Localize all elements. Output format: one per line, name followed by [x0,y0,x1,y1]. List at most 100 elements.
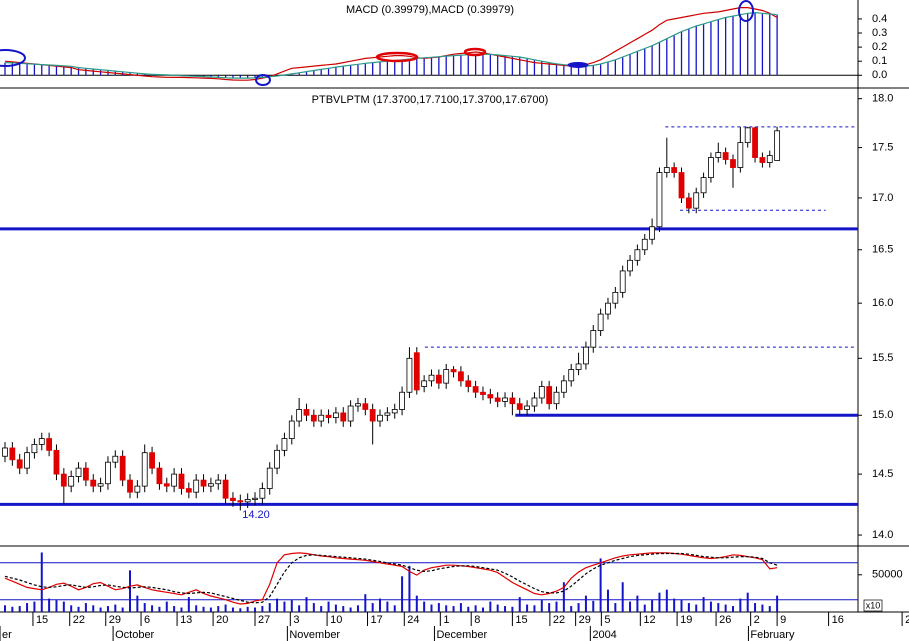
y-tick-label: 15.0 [872,409,893,421]
x-tick-label: 17 [371,614,383,626]
candle-body [435,374,442,384]
candle-body [406,357,413,393]
y-tick-label: 0.3 [872,27,887,39]
y-tick-label: 16.0 [872,297,893,309]
y-tick-label: 0.1 [872,55,887,67]
candle-body [494,397,501,402]
indicator-line [4,7,778,81]
x-tick-label: 8 [474,614,480,626]
volume-multiplier: x10 [866,600,881,610]
candle-body [178,473,185,489]
candle-body [531,397,538,407]
candle-body [237,500,244,503]
highlight-ellipse [738,0,754,22]
candle-body [68,476,75,487]
x-tick-label: 15 [515,614,527,626]
candle-body [516,403,523,410]
month-label: er [2,629,12,641]
candle-body [583,346,589,365]
y-tick-label: 17.0 [872,192,893,204]
candle-body [16,459,23,469]
multiplier-box [863,599,883,612]
candle-body [663,167,670,173]
candle-body [634,249,641,261]
candle-body [207,483,214,487]
candle-body [347,405,354,422]
macd-title: MACD (0.39979),MACD (0.39979) [346,4,514,16]
candle-body [487,394,494,399]
candle-body [97,483,104,487]
candle-body [60,473,67,487]
x-tick-label: 29 [109,614,121,626]
x-tick-label: 29 [579,614,591,626]
x-tick-label: 27 [258,614,270,626]
x-tick-label: 6 [144,614,150,626]
candle-body [369,409,376,422]
y-tick-label: 50000 [872,569,903,581]
candle-body [31,444,38,454]
candle-body [296,409,303,422]
indicator-line [4,552,778,604]
highlight-ellipse [463,47,487,57]
candle-body [222,479,229,499]
candle-body [185,488,192,493]
y-tick-label: 0.0 [872,69,887,81]
y-tick-label: 0.4 [872,13,887,25]
candle-body [75,467,82,477]
candle-body [259,488,266,499]
x-tick-label: 2 [905,614,909,626]
y-tick-label: 17.5 [872,141,893,153]
y-tick-label: 18.0 [872,93,893,105]
price-title: PTBVLPTM (17.3700,17.7100,17.3700,17.670… [312,94,549,106]
candle-body [200,479,207,487]
candle-body [568,369,575,382]
month-label: November [289,629,340,641]
x-tick-label: 12 [643,614,655,626]
candle-body [377,414,383,422]
candle-body [766,155,773,163]
candle-body [134,485,141,493]
candle-body [752,127,758,158]
candle-body [641,238,648,251]
candle-body [575,363,582,370]
x-tick-label: 5 [604,614,610,626]
candle-body [127,479,133,493]
candle-body [105,461,111,485]
candle-body [502,397,508,402]
candle-body [605,302,611,315]
candle-body [480,391,486,395]
candle-body [597,313,604,331]
candle-body [230,497,236,502]
candle-body [266,467,273,489]
candle-body [413,352,420,391]
candle-body [538,386,545,399]
candle-body [546,386,553,405]
candle-body [553,391,560,405]
x-tick-label: 10 [330,614,342,626]
candle-body [215,479,222,485]
candle-body [163,483,170,487]
candle-body [509,397,516,405]
y-tick-label: 16.5 [872,244,893,256]
x-tick-label: 15 [36,614,48,626]
month-label: February [750,629,795,641]
y-tick-label: 0.2 [872,41,887,53]
candle-body [428,374,435,382]
indicator-line [4,552,778,605]
candle-body [671,167,678,173]
x-tick-label: 26 [719,614,731,626]
candle-body [627,259,633,272]
candle-body [333,412,339,418]
x-tick-label: 3 [293,614,299,626]
candle-body [649,226,656,240]
x-tick-label: 9 [780,614,786,626]
candle-body [715,152,722,158]
candle-body [90,479,97,487]
candle-body [708,157,714,179]
month-label: 2004 [592,629,616,641]
candle-body [355,403,361,407]
candle-body [744,127,751,144]
candle-body [774,130,781,161]
candle-body [119,455,126,481]
